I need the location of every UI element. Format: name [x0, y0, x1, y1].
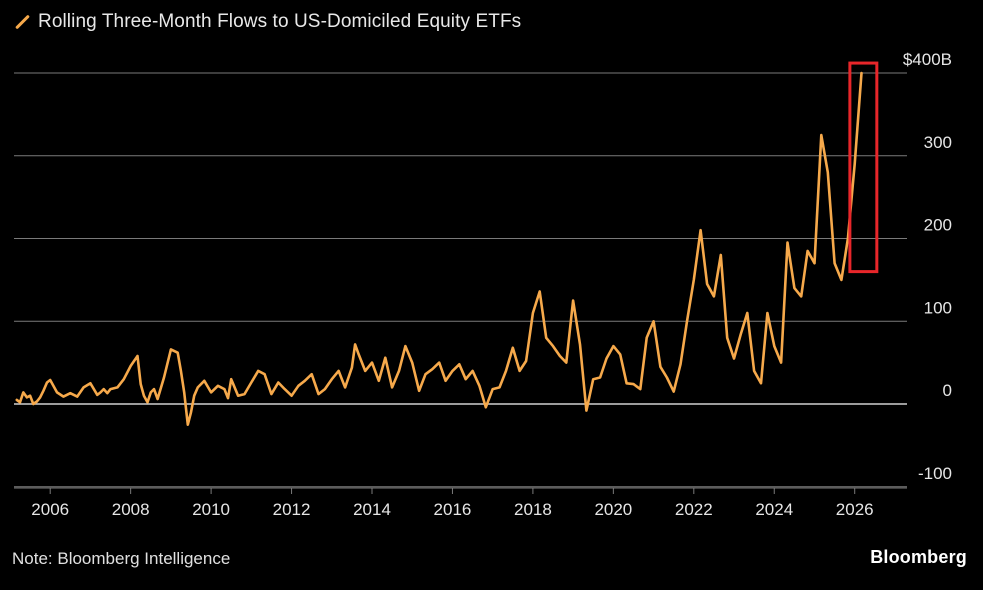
source-note: Note: Bloomberg Intelligence	[12, 549, 231, 568]
x-tick-label: 2022	[675, 500, 713, 519]
x-tick-label: 2010	[192, 500, 230, 519]
label-layer: -100 0 100 200 300 $400B 2006 2008 2010 2012 2014 2…	[31, 50, 952, 519]
y-tick-label: 300	[924, 133, 952, 152]
x-tick-label: 2012	[273, 500, 311, 519]
x-tick-label: 2026	[836, 500, 874, 519]
title-row: Rolling Three-Month Flows to US-Domicile…	[14, 8, 521, 36]
x-tick-label: 2018	[514, 500, 552, 519]
grid-layer	[14, 72, 907, 488]
highlight-layer	[848, 61, 879, 274]
y-tick-label: 100	[924, 298, 952, 317]
highlight-box	[848, 61, 879, 274]
y-tick-label: 0	[943, 381, 952, 400]
y-tick-label: 200	[924, 216, 952, 235]
series-layer	[15, 71, 863, 427]
x-tick-label: 2020	[594, 500, 632, 519]
x-tick-label: 2006	[31, 500, 69, 519]
y-tick-label: -100	[918, 464, 952, 483]
series-line-0	[15, 71, 863, 427]
brand-logo: Bloomberg	[870, 547, 967, 567]
x-tick-label: 2024	[755, 500, 793, 519]
x-tick-label: 2016	[434, 500, 472, 519]
x-tick-label: 2008	[112, 500, 150, 519]
chart-title: Rolling Three-Month Flows to US-Domicile…	[38, 11, 522, 32]
axis-layer	[14, 487, 907, 494]
x-tick-label: 2014	[353, 500, 391, 519]
y-tick-label: $400B	[903, 50, 952, 69]
